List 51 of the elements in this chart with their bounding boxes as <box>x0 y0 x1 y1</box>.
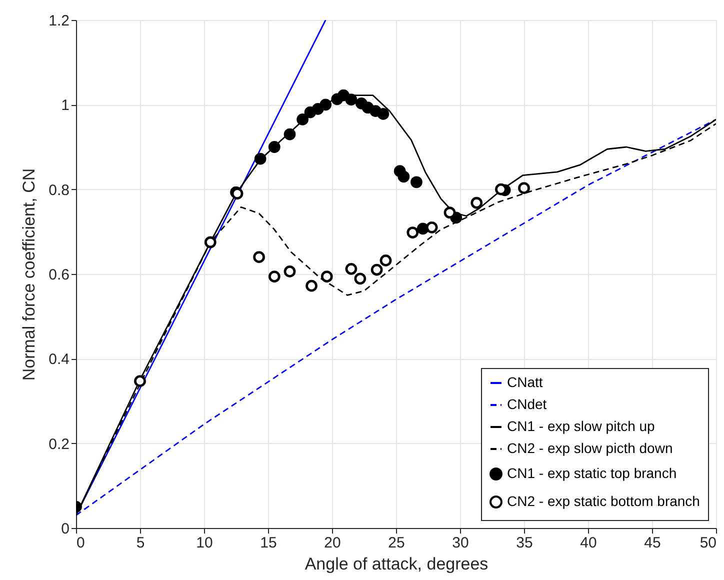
y-tick-label: 0.6 <box>48 266 70 284</box>
legend-label: CN2 - exp static bottom branch <box>507 493 700 509</box>
y-tick-label: 0.8 <box>48 182 70 199</box>
legend-label: CN1 - exp slow pitch up <box>507 418 656 434</box>
x-tick-label: 25 <box>388 534 405 552</box>
point <box>406 226 419 238</box>
point <box>284 266 296 278</box>
point <box>345 94 358 106</box>
y-tick-label: 0 <box>61 520 70 538</box>
point <box>320 270 333 282</box>
y-tick-label: 0.2 <box>48 436 70 453</box>
legend-label: CNdet <box>507 396 547 412</box>
point <box>320 98 332 111</box>
x-axis-title: Angle of attack, degrees <box>304 554 488 574</box>
point <box>444 206 456 219</box>
point <box>254 152 266 165</box>
x-tick-label: 10 <box>196 534 213 552</box>
x-tick-label: 20 <box>324 534 341 552</box>
point <box>204 236 216 248</box>
legend-label: CN1 - exp static top branch <box>507 465 677 481</box>
point <box>518 182 530 194</box>
x-tick-label: 15 <box>260 534 277 552</box>
point <box>426 222 438 234</box>
point <box>268 141 280 153</box>
x-tick-label: 35 <box>516 534 533 552</box>
point <box>398 170 410 183</box>
y-axis-title: Normal force coefficient, CN <box>20 168 39 381</box>
point <box>380 254 392 266</box>
legend-label: CN2 - exp slow picth down <box>507 440 673 456</box>
point <box>354 272 366 285</box>
point <box>268 270 280 282</box>
x-tick-label: 30 <box>452 534 469 552</box>
x-tick-label: 45 <box>644 534 661 552</box>
x-tick-label: 0 <box>76 534 85 552</box>
legend-label: CNatt <box>507 374 543 390</box>
point <box>410 176 422 188</box>
point <box>470 196 483 209</box>
y-tick-label: 1.2 <box>48 12 70 30</box>
point <box>296 114 309 126</box>
x-tick-label: 5 <box>136 534 145 552</box>
y-tick-label: 0.4 <box>48 351 70 368</box>
point <box>377 108 390 120</box>
point <box>306 280 318 292</box>
x-tick-label: 50 <box>700 534 716 552</box>
point <box>134 375 146 388</box>
x-tick-label: 40 <box>580 534 597 552</box>
point <box>345 262 358 275</box>
point <box>284 128 296 140</box>
point <box>370 264 383 276</box>
point <box>253 251 265 263</box>
y-tick-label: 1 <box>61 97 70 114</box>
